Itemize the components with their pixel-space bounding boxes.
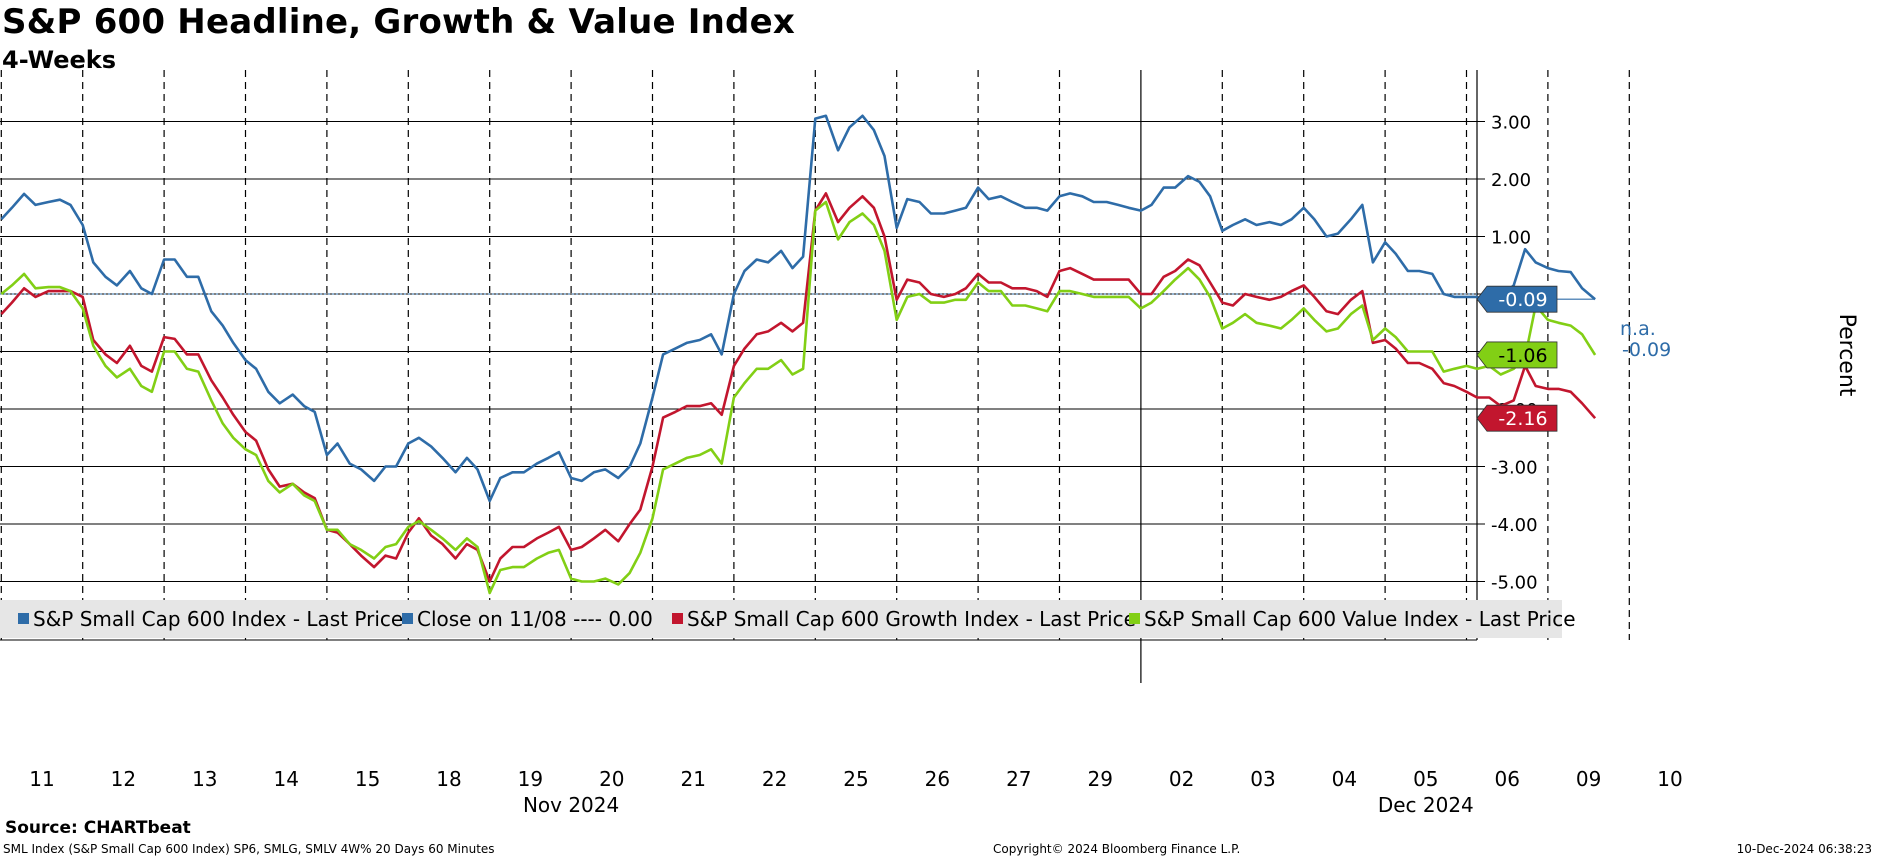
y-tick-label: 2.00: [1491, 170, 1531, 191]
na-label: n.a.: [1620, 318, 1656, 340]
headline-last-value-label: -0.09: [1498, 289, 1547, 311]
month-label: Dec 2024: [1378, 793, 1474, 817]
y-axis-label: Percent: [1834, 314, 1859, 397]
chart-title: S&P 600 Headline, Growth & Value Index: [2, 2, 795, 42]
value-badge-shape: [1476, 341, 1558, 369]
growth-last-value-badge: -2.16: [1476, 404, 1558, 432]
legend-label-value: S&P Small Cap 600 Value Index - Last Pri…: [1144, 607, 1576, 631]
x-tick-label: 03: [1250, 767, 1275, 791]
legend-label-headline: S&P Small Cap 600 Index - Last Price: [33, 607, 403, 631]
footer-copyright: Copyright© 2024 Bloomberg Finance L.P.: [993, 842, 1241, 856]
legend-background: [0, 600, 1562, 638]
value-last-value-badge: -1.06: [1476, 341, 1558, 369]
x-tick-label: 29: [1087, 767, 1112, 791]
legend-label-close: Close on 11/08 ---- 0.00: [417, 607, 653, 631]
x-tick-label: 21: [680, 767, 705, 791]
headline-badge-shape: [1476, 285, 1558, 313]
x-tick-label: 18: [436, 767, 461, 791]
month-label: Nov 2024: [523, 793, 619, 817]
x-tick-label: 19: [518, 767, 543, 791]
footer-timestamp: 10-Dec-2024 06:38:23: [1736, 842, 1872, 856]
x-tick-label: 09: [1576, 767, 1601, 791]
x-tick-label: 12: [111, 767, 136, 791]
legend-label-growth: S&P Small Cap 600 Growth Index - Last Pr…: [687, 607, 1136, 631]
x-tick-label: 22: [762, 767, 787, 791]
chart-subtitle: 4-Weeks: [2, 46, 116, 74]
source-note: Source: CHARTbeat: [5, 818, 191, 838]
legend-swatch-growth[interactable]: [672, 613, 683, 624]
x-tick-label: 02: [1169, 767, 1194, 791]
x-tick-label: 06: [1494, 767, 1519, 791]
growth-series-line: [0, 192, 1597, 583]
x-tick-label: 20: [599, 767, 624, 791]
growth-last-value-label: -2.16: [1498, 408, 1547, 430]
x-tick-label: 27: [1006, 767, 1031, 791]
x-tick-label: 04: [1332, 767, 1357, 791]
na-value-label: -0.09: [1622, 339, 1671, 361]
y-tick-label: 3.00: [1491, 113, 1531, 134]
x-tick-label: 25: [843, 767, 868, 791]
x-tick-label: 13: [192, 767, 217, 791]
footer-index-description: SML Index (S&P Small Cap 600 Index) SP6,…: [3, 842, 495, 856]
value-last-value-label: -1.06: [1498, 345, 1547, 367]
x-tick-label: 10: [1657, 767, 1682, 791]
growth-badge-shape: [1476, 404, 1558, 432]
x-tick-label: 15: [355, 767, 380, 791]
y-tick-label: 1.00: [1491, 228, 1531, 249]
x-tick-label: 05: [1413, 767, 1438, 791]
x-tick-label: 14: [273, 767, 298, 791]
y-tick-label: -4.00: [1491, 515, 1538, 536]
headline-last-value-badge: -0.09: [1476, 285, 1558, 313]
x-tick-label: 11: [29, 767, 54, 791]
y-tick-label: -5.00: [1491, 573, 1538, 594]
legend-swatch-close[interactable]: [402, 613, 413, 624]
legend-swatch-value[interactable]: [1129, 613, 1140, 624]
y-tick-label: -3.00: [1491, 458, 1538, 479]
value-series-line: [0, 200, 1597, 595]
x-tick-label: 26: [925, 767, 950, 791]
legend-swatch-headline[interactable]: [18, 613, 29, 624]
headline-series-line: [0, 114, 1596, 503]
